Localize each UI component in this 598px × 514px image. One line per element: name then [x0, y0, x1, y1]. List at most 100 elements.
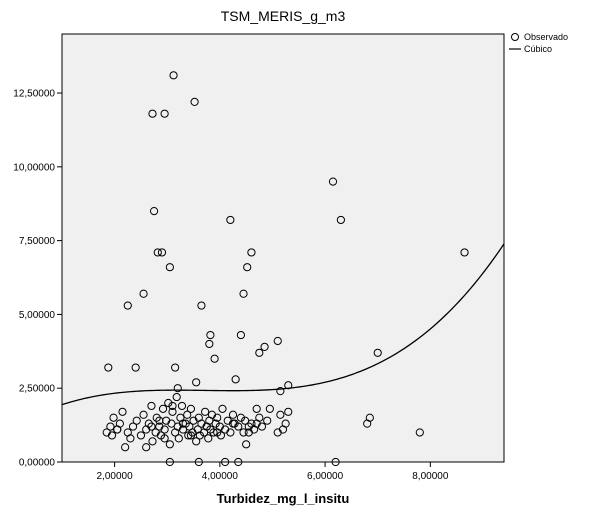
data-point — [142, 443, 151, 452]
data-point — [144, 419, 153, 428]
data-point — [243, 263, 252, 272]
data-point — [194, 457, 203, 467]
data-point — [228, 419, 238, 428]
data-point — [121, 443, 130, 452]
data-point — [276, 410, 285, 419]
y-tick-label: 0,00000 — [19, 458, 56, 469]
data-point — [206, 330, 215, 340]
data-point — [123, 428, 132, 437]
data-point — [178, 419, 188, 428]
data-point — [255, 348, 264, 357]
data-point — [210, 354, 219, 363]
data-point — [160, 425, 169, 434]
data-point — [202, 422, 211, 431]
data-point — [107, 431, 117, 440]
data-point — [174, 434, 183, 443]
plot-background — [61, 33, 505, 463]
data-point — [336, 215, 345, 225]
chart-title: TSM_MERIS_g_m3 — [221, 8, 346, 24]
data-point — [244, 428, 253, 437]
data-point — [211, 419, 220, 428]
data-point — [172, 392, 181, 402]
data-point — [153, 248, 162, 257]
x-axis: 2,00000 4,00000 6,00000 8,00000 — [97, 462, 449, 482]
data-point — [239, 289, 248, 298]
data-point — [242, 440, 251, 449]
data-point — [104, 363, 113, 372]
data-point — [218, 404, 227, 413]
y-tick-label: 10,00000 — [13, 162, 55, 173]
x-tick-label: 8,00000 — [412, 471, 449, 482]
data-point — [284, 381, 293, 390]
data-point — [284, 407, 293, 416]
data-point — [331, 457, 340, 467]
observed-points — [102, 71, 469, 467]
data-point — [152, 413, 161, 422]
data-point — [158, 404, 168, 413]
data-point — [276, 387, 285, 396]
y-tick-label: 2,50000 — [19, 384, 56, 395]
data-point — [373, 348, 382, 357]
data-point — [265, 404, 274, 413]
data-point — [195, 431, 204, 440]
data-point — [113, 425, 122, 434]
data-point — [201, 407, 210, 416]
legend: Observado Cúbico — [509, 32, 568, 54]
data-point — [252, 419, 261, 428]
data-point — [171, 363, 180, 372]
data-point — [157, 248, 167, 257]
data-point — [192, 378, 201, 387]
data-point — [186, 404, 196, 413]
legend-cubic-label: Cúbico — [524, 44, 552, 54]
data-point — [260, 342, 269, 351]
x-tick-label: 2,00000 — [97, 471, 134, 482]
data-point — [209, 428, 218, 437]
data-point — [139, 289, 148, 298]
data-point — [197, 301, 206, 310]
data-point — [234, 457, 243, 467]
data-point — [236, 330, 245, 340]
x-tick-label: 4,00000 — [202, 471, 239, 482]
data-point — [263, 416, 272, 425]
data-point — [147, 401, 156, 411]
data-point — [204, 434, 213, 443]
data-point — [149, 207, 159, 216]
data-point — [247, 248, 256, 257]
legend-observed-marker — [511, 33, 519, 41]
data-point — [231, 375, 240, 384]
data-point — [160, 109, 169, 118]
y-tick-label: 5,00000 — [19, 310, 56, 321]
data-point — [328, 177, 338, 186]
y-tick-label: 7,50000 — [19, 236, 56, 247]
data-point — [148, 437, 157, 446]
data-point — [221, 457, 230, 467]
data-point — [165, 457, 174, 467]
data-point — [273, 336, 282, 346]
data-point — [164, 398, 173, 408]
x-tick-label: 6,00000 — [307, 471, 344, 482]
data-point — [228, 410, 238, 419]
data-point — [226, 215, 235, 225]
data-point — [168, 401, 177, 411]
data-point — [155, 416, 164, 425]
y-axis: 0,00000 2,50000 5,00000 7,50000 10,00000 12,5… — [13, 89, 62, 469]
data-point — [190, 97, 199, 106]
legend-observed-label: Observado — [524, 32, 568, 42]
data-point — [165, 263, 174, 272]
data-point — [213, 413, 222, 422]
data-point — [160, 434, 169, 443]
data-point — [139, 410, 148, 419]
data-point — [177, 401, 187, 411]
data-point — [363, 419, 372, 428]
data-point — [118, 407, 127, 416]
data-point — [173, 384, 182, 393]
data-point — [123, 301, 132, 310]
data-point — [131, 363, 140, 372]
data-point — [205, 339, 214, 349]
data-point — [415, 428, 424, 437]
x-axis-label: Turbidez_mg_l_insitu — [217, 491, 350, 506]
data-point — [106, 422, 115, 431]
data-point — [192, 437, 201, 446]
data-point — [169, 71, 178, 80]
